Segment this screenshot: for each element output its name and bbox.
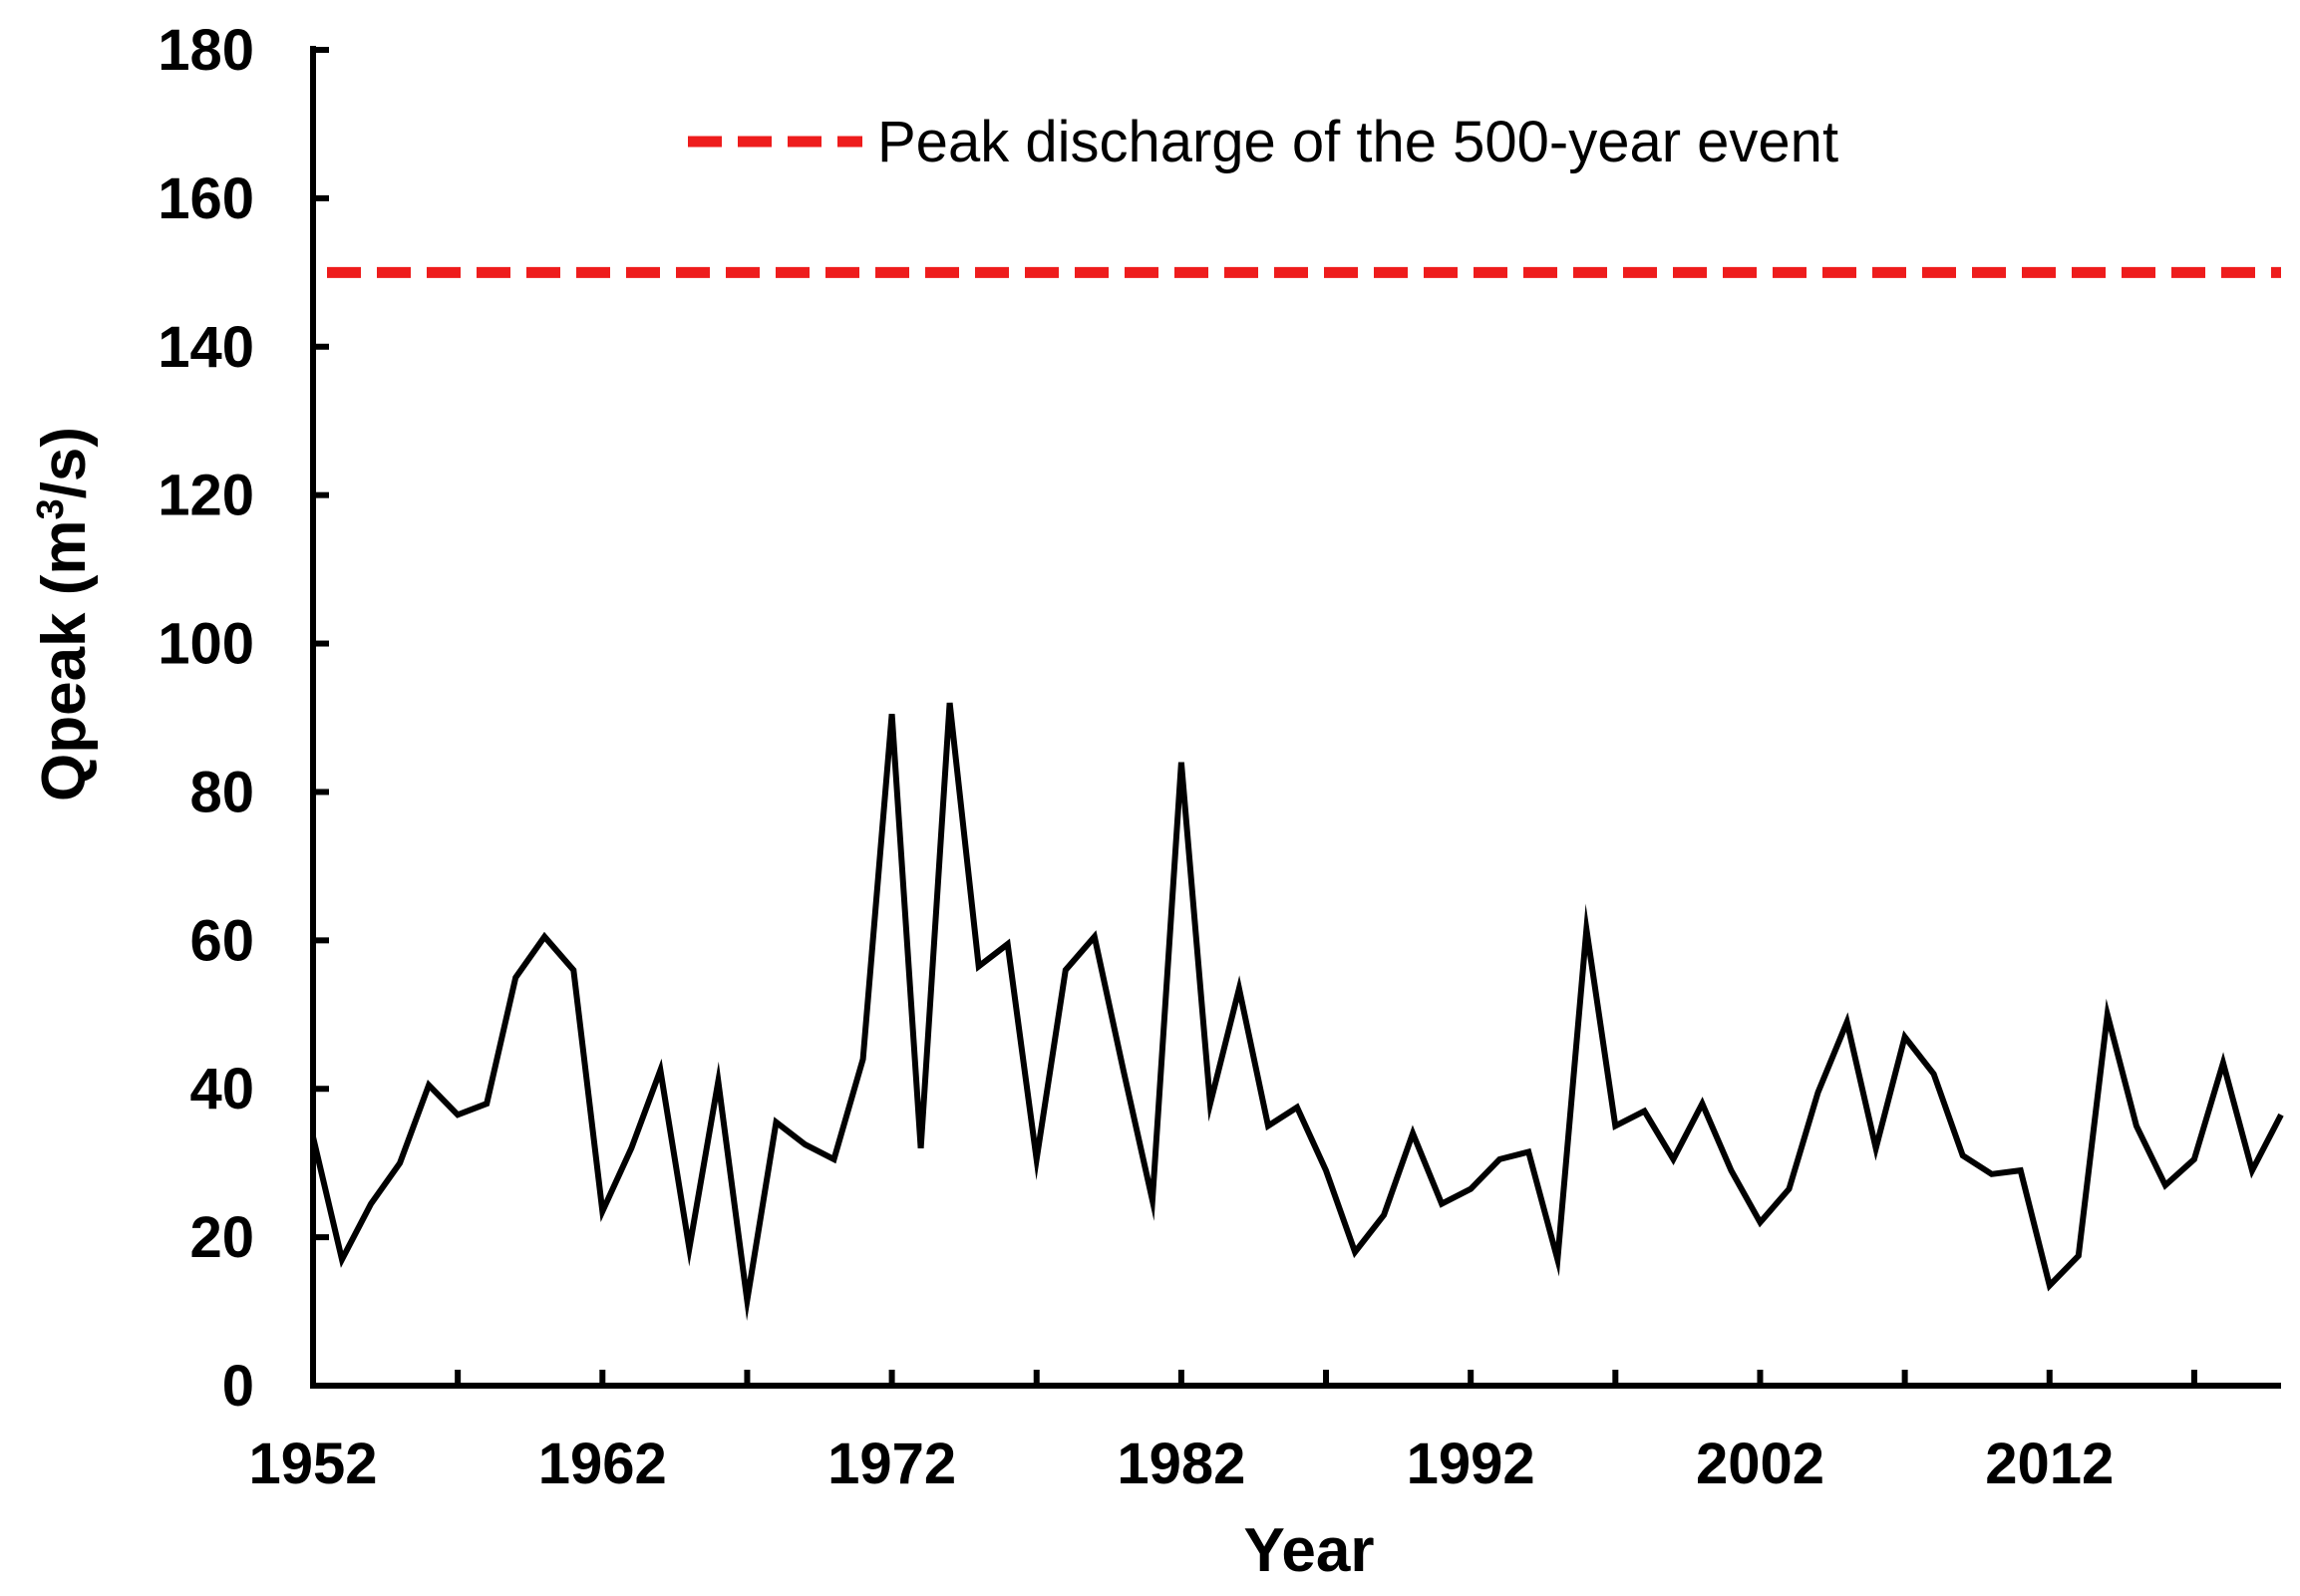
legend: Peak discharge of the 500-year event	[688, 110, 1838, 174]
y-tick-label-120: 120	[158, 464, 254, 528]
x-tick-label-1972: 1972	[827, 1432, 956, 1496]
y-tick-label-0: 0	[222, 1354, 254, 1419]
y-tick-label-140: 140	[158, 315, 254, 380]
y-tick-label-60: 60	[189, 908, 254, 973]
y-tick-label-100: 100	[158, 612, 254, 677]
series-line-qpeak	[310, 702, 2284, 1321]
y-tick-label-180: 180	[158, 18, 254, 83]
y-tick-label-40: 40	[189, 1057, 254, 1121]
y-axis-title-superscript: 3	[30, 498, 72, 519]
x-tick-label-2002: 2002	[1696, 1432, 1824, 1496]
x-tick-label-1952: 1952	[248, 1432, 377, 1496]
y-axis-title-main: Qpeak (m	[30, 519, 99, 801]
legend-label-reference: Peak discharge of the 500-year event	[877, 110, 1838, 174]
x-tick-label-1962: 1962	[538, 1432, 667, 1496]
x-axis-title: Year	[1243, 1516, 1374, 1585]
y-axis-title-suffix: /s)	[30, 427, 99, 498]
y-tick-label-160: 160	[158, 166, 254, 231]
y-tick-label-80: 80	[189, 760, 254, 824]
x-tick-label-2012: 2012	[1985, 1432, 2114, 1496]
axes: 0 20 40 60 80 100 120 140 160 180 1952 1962 1972 1982…	[158, 18, 2281, 1496]
y-axis-title: Qpeak (m3/s)	[30, 427, 99, 801]
x-tick-label-1982: 1982	[1117, 1432, 1245, 1496]
series-group	[310, 702, 2284, 1321]
y-tick-label-20: 20	[189, 1205, 254, 1270]
x-tick-label-1992: 1992	[1407, 1432, 1535, 1496]
